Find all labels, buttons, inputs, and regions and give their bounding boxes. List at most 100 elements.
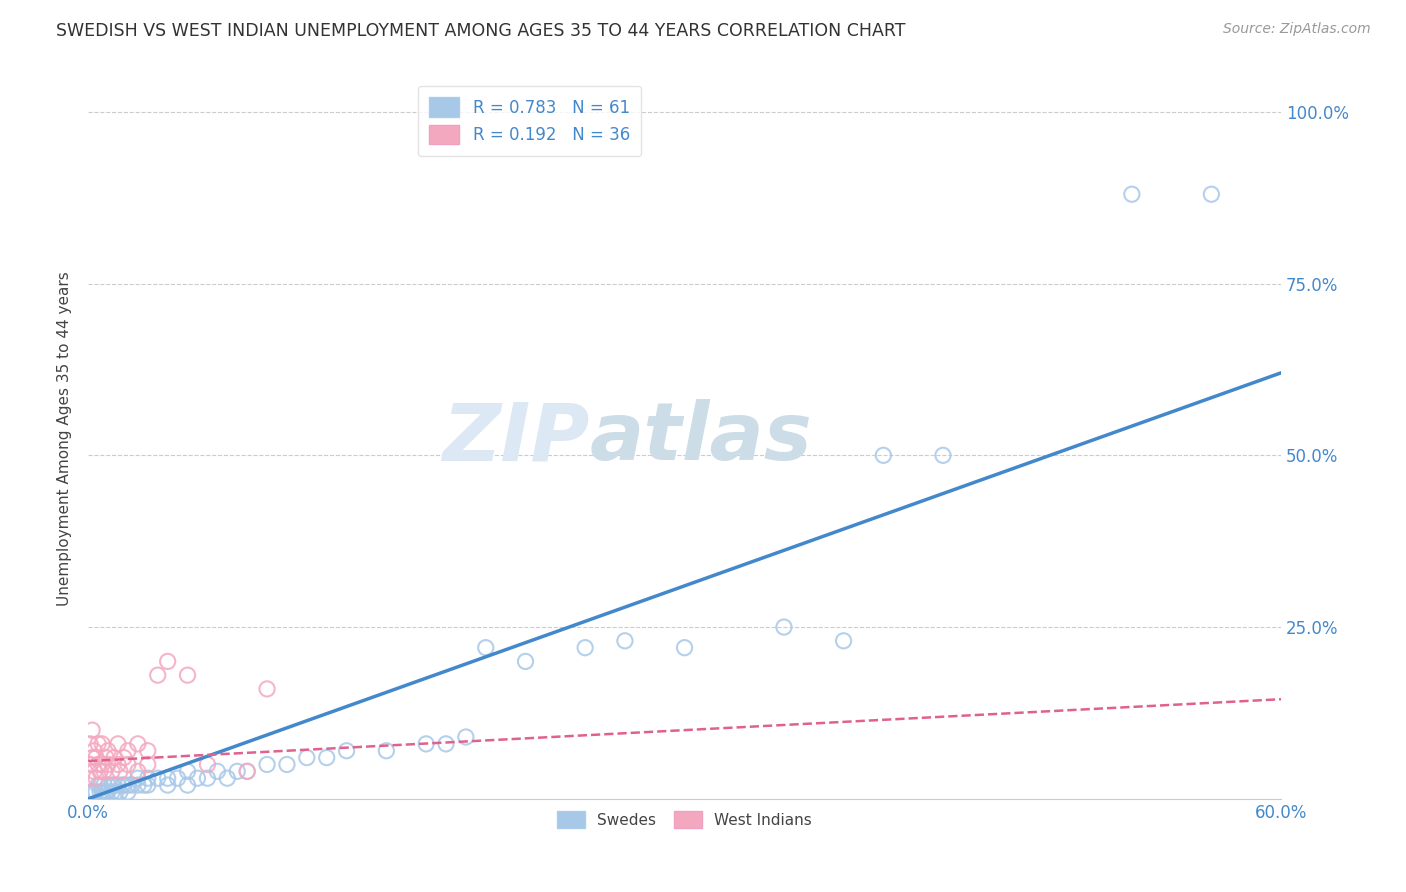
Point xyxy=(217,771,239,785)
Point xyxy=(136,771,159,785)
Point xyxy=(315,750,337,764)
Point xyxy=(156,655,179,669)
Point xyxy=(117,778,139,792)
Point xyxy=(256,681,278,696)
Point xyxy=(574,640,596,655)
Point xyxy=(94,785,117,799)
Point xyxy=(127,771,149,785)
Point xyxy=(295,750,318,764)
Point xyxy=(256,757,278,772)
Text: atlas: atlas xyxy=(589,399,811,477)
Point xyxy=(127,737,149,751)
Point xyxy=(94,750,117,764)
Point xyxy=(136,757,159,772)
Point xyxy=(108,764,131,779)
Point xyxy=(1121,187,1143,202)
Point xyxy=(89,778,111,792)
Point xyxy=(93,764,115,779)
Point xyxy=(82,785,104,799)
Legend: Swedes, West Indians: Swedes, West Indians xyxy=(551,805,818,835)
Point xyxy=(112,778,135,792)
Point xyxy=(121,778,143,792)
Point xyxy=(82,750,104,764)
Point xyxy=(197,771,219,785)
Point xyxy=(156,771,179,785)
Point xyxy=(91,737,114,751)
Point xyxy=(1201,187,1223,202)
Point xyxy=(474,640,496,655)
Point xyxy=(136,778,159,792)
Point xyxy=(84,771,107,785)
Point xyxy=(197,757,219,772)
Point xyxy=(84,750,107,764)
Point xyxy=(104,785,127,799)
Point xyxy=(832,633,855,648)
Point xyxy=(186,771,208,785)
Point xyxy=(103,778,125,792)
Point xyxy=(336,744,359,758)
Point xyxy=(375,744,398,758)
Point xyxy=(107,778,129,792)
Point xyxy=(226,764,249,779)
Point xyxy=(97,744,120,758)
Point xyxy=(103,750,125,764)
Point xyxy=(79,737,101,751)
Y-axis label: Unemployment Among Ages 35 to 44 years: Unemployment Among Ages 35 to 44 years xyxy=(58,271,72,606)
Point xyxy=(117,785,139,799)
Point xyxy=(932,448,955,462)
Text: SWEDISH VS WEST INDIAN UNEMPLOYMENT AMONG AGES 35 TO 44 YEARS CORRELATION CHART: SWEDISH VS WEST INDIAN UNEMPLOYMENT AMON… xyxy=(56,22,905,40)
Point xyxy=(93,785,115,799)
Point xyxy=(236,764,259,779)
Point xyxy=(454,730,477,744)
Point xyxy=(108,785,131,799)
Point xyxy=(117,744,139,758)
Point xyxy=(127,778,149,792)
Point xyxy=(77,771,100,785)
Point xyxy=(146,771,169,785)
Point xyxy=(101,764,124,779)
Point xyxy=(77,785,100,799)
Point xyxy=(82,723,104,738)
Point xyxy=(613,633,636,648)
Point xyxy=(176,764,198,779)
Point xyxy=(83,744,105,758)
Point xyxy=(673,640,696,655)
Point xyxy=(127,764,149,779)
Point xyxy=(872,448,894,462)
Point xyxy=(91,757,114,772)
Point xyxy=(91,785,114,799)
Point xyxy=(97,757,120,772)
Point xyxy=(112,750,135,764)
Point xyxy=(176,668,198,682)
Point xyxy=(84,785,107,799)
Point xyxy=(107,737,129,751)
Point xyxy=(111,778,134,792)
Point xyxy=(101,785,124,799)
Point xyxy=(97,778,120,792)
Point xyxy=(93,778,115,792)
Point xyxy=(166,771,188,785)
Point xyxy=(83,785,105,799)
Point xyxy=(276,757,298,772)
Point xyxy=(132,778,155,792)
Point xyxy=(89,785,111,799)
Point xyxy=(79,757,101,772)
Point xyxy=(87,757,110,772)
Point xyxy=(773,620,796,634)
Point xyxy=(97,785,120,799)
Point xyxy=(434,737,457,751)
Point xyxy=(107,757,129,772)
Point xyxy=(207,764,229,779)
Point xyxy=(515,655,537,669)
Point xyxy=(117,757,139,772)
Point xyxy=(176,778,198,792)
Point xyxy=(87,778,110,792)
Point xyxy=(236,764,259,779)
Point xyxy=(136,744,159,758)
Point xyxy=(156,778,179,792)
Point xyxy=(146,668,169,682)
Point xyxy=(87,737,110,751)
Point xyxy=(83,764,105,779)
Point xyxy=(415,737,437,751)
Point xyxy=(101,778,124,792)
